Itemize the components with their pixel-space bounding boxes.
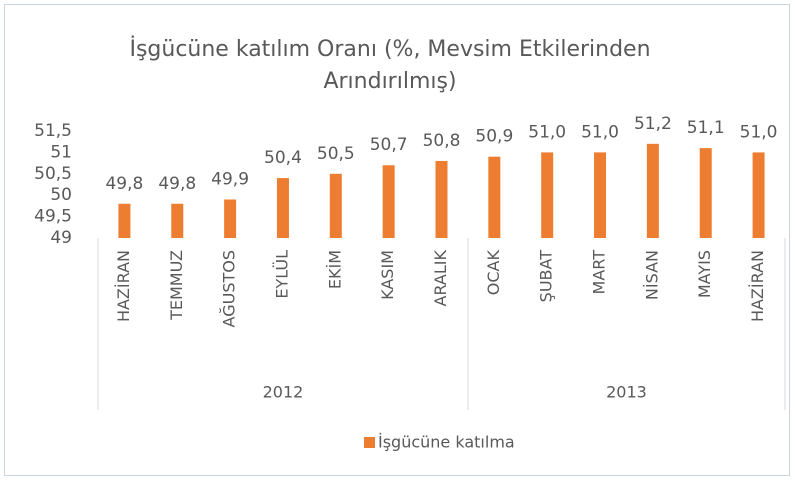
value-label: 51,2 <box>634 114 672 134</box>
value-label: 49,9 <box>211 169 249 189</box>
y-tick-label: 49,5 <box>34 207 72 227</box>
chart-border <box>4 4 790 476</box>
bar <box>276 178 289 238</box>
legend-swatch <box>364 437 375 448</box>
value-label: 51,0 <box>528 122 566 142</box>
bar <box>382 165 395 238</box>
group-label: 2012 <box>263 383 304 402</box>
value-label: 49,8 <box>105 174 143 194</box>
x-tick-label: KASIM <box>378 250 397 300</box>
chart-title: İşgücüne katılım Oranı (%, Mevsim Etkile… <box>129 36 650 94</box>
x-tick-label: MART <box>590 250 609 295</box>
x-tick-label: EYLÜL <box>272 250 291 299</box>
x-tick-label: HAZİRAN <box>114 250 133 322</box>
bar <box>118 203 131 238</box>
bar <box>488 156 501 238</box>
y-tick-label: 49 <box>50 228 72 248</box>
value-label: 50,4 <box>264 148 302 168</box>
value-label: 50,8 <box>423 131 461 151</box>
x-tick-label: TEMMUZ <box>167 250 186 321</box>
value-label: 50,5 <box>317 144 355 164</box>
x-tick-label: AĞUSTOS <box>220 250 239 327</box>
bar <box>752 152 765 238</box>
bar <box>594 152 607 238</box>
y-tick-label: 50 <box>50 185 72 205</box>
bar <box>435 160 448 238</box>
group-label: 2013 <box>606 383 647 402</box>
x-tick-label: NİSAN <box>642 250 661 300</box>
value-label: 49,8 <box>158 174 196 194</box>
x-tick-label: HAZİRAN <box>748 250 767 322</box>
x-tick-label: ARALIK <box>431 249 450 306</box>
x-tick-label: EKİM <box>325 250 344 289</box>
x-tick-label: MAYIS <box>695 250 714 298</box>
y-tick-label: 51 <box>50 142 72 162</box>
bar <box>329 173 342 238</box>
y-tick-label: 50,5 <box>34 164 72 184</box>
y-tick-label: 51,5 <box>34 121 72 141</box>
value-label: 50,7 <box>370 135 408 155</box>
value-label: 50,9 <box>475 127 513 147</box>
value-label: 51,0 <box>581 122 619 142</box>
value-label: 51,1 <box>687 118 725 138</box>
bar <box>224 199 237 238</box>
value-label: 51,0 <box>740 122 778 142</box>
x-tick-label: OCAK <box>484 249 503 295</box>
legend-label: İşgücüne katılma <box>378 433 515 452</box>
bar <box>171 203 184 238</box>
x-tick-label: ŞUBAT <box>537 250 556 303</box>
bar <box>541 152 554 238</box>
bar <box>699 148 712 238</box>
bar <box>646 143 659 238</box>
